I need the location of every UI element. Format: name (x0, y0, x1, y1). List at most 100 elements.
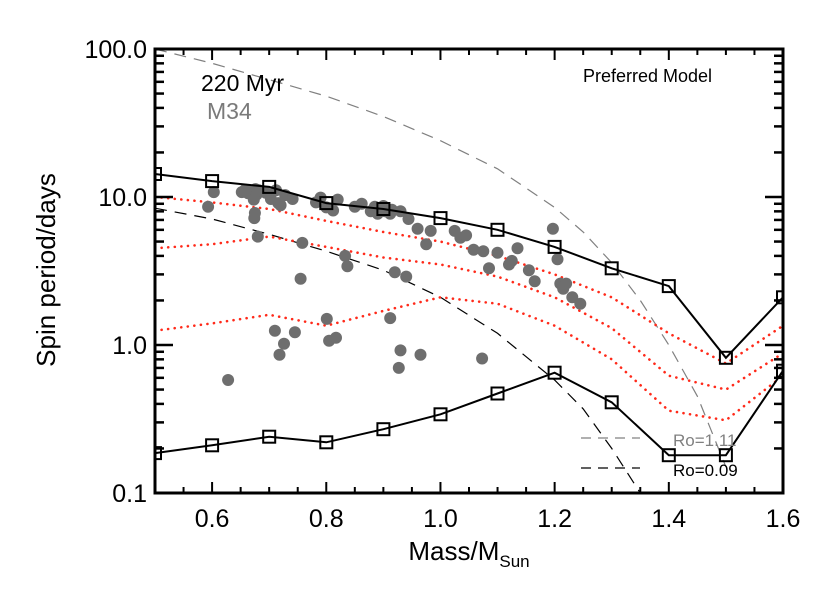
percentile-curve (155, 235, 783, 391)
observed-star-point (247, 193, 260, 206)
observed-star-point (424, 224, 437, 237)
y-tick-label: 0.1 (112, 480, 147, 508)
y-axis-title: Spin period/days (31, 173, 61, 367)
cluster-label: M34 (207, 98, 252, 124)
observed-star-point (560, 277, 573, 290)
observed-star-point (566, 291, 579, 304)
observed-star-point (420, 238, 433, 251)
square-marker (776, 290, 783, 305)
observed-star-point (288, 326, 301, 339)
observed-star-point (248, 207, 261, 219)
square-marker (262, 179, 277, 194)
x-tick-label: 1.0 (423, 505, 458, 533)
square-marker (433, 211, 448, 226)
square-marker (661, 448, 676, 463)
x-tick-label: 1.6 (766, 505, 801, 533)
legend-ro009-label: Ro=0.09 (673, 461, 738, 480)
observed-star-point (522, 264, 535, 277)
observed-star-point (491, 246, 504, 259)
square-marker (205, 174, 220, 189)
observed-star-point (483, 262, 495, 275)
model-envelope-line (155, 173, 783, 360)
x-tick-label: 1.2 (537, 505, 572, 533)
observed-star-point (388, 266, 401, 279)
square-marker (433, 407, 448, 422)
observed-star-point (414, 348, 427, 361)
observed-star-point (400, 270, 413, 283)
observed-star-point (268, 324, 281, 337)
observed-points (202, 183, 587, 386)
square-marker (155, 167, 162, 181)
legend: Ro=1.11 Ro=0.09 (581, 431, 738, 480)
square-marker (376, 202, 391, 216)
x-axis-title-sub: Sun (499, 552, 529, 571)
ro-111-curve (155, 49, 727, 468)
plot-layers (155, 49, 783, 493)
y-tick-label: 100.0 (84, 36, 147, 64)
square-marker (547, 239, 562, 254)
x-axis-title-main: Mass/M (408, 536, 499, 566)
observed-star-point (331, 193, 344, 206)
observed-star-point (251, 230, 264, 243)
x-tick-label: 0.6 (195, 505, 230, 533)
observed-star-point (402, 213, 415, 225)
observed-star-point (294, 272, 307, 285)
observed-star-point (511, 242, 524, 255)
square-marker (155, 446, 162, 461)
y-tick-label: 10.0 (98, 184, 147, 212)
observed-star-point (330, 331, 342, 344)
observed-star-point (296, 236, 309, 249)
observed-star-point (384, 312, 397, 325)
square-marker (490, 386, 505, 401)
observed-star-point (320, 312, 333, 325)
observed-star-point (202, 200, 215, 213)
square-marker (376, 422, 391, 437)
square-marker (604, 395, 619, 410)
observed-star-point (278, 337, 290, 350)
percentile-curve (155, 295, 783, 422)
square-marker (776, 363, 783, 378)
square-marker (319, 196, 334, 211)
age-label: 220 Myr (201, 70, 284, 96)
observed-star-point (394, 344, 407, 357)
observed-star-point (528, 275, 541, 288)
x-tick-label: 1.4 (651, 505, 686, 533)
square-marker (319, 435, 334, 450)
observed-star-point (411, 222, 424, 235)
observed-star-point (551, 253, 564, 266)
observed-star-point (274, 199, 287, 212)
observed-star-point (273, 348, 286, 361)
legend-ro111-label: Ro=1.11 (673, 431, 736, 450)
x-axis-title: Mass/MSun (408, 536, 529, 571)
square-marker (604, 261, 619, 276)
observed-star-point (341, 260, 354, 273)
square-marker (718, 448, 733, 463)
model-envelope-lines (155, 167, 783, 463)
observed-star-point (339, 249, 352, 262)
observed-star-point (505, 254, 518, 267)
observed-star-point (477, 245, 490, 258)
square-marker (661, 279, 676, 294)
square-marker (205, 438, 220, 453)
square-marker (547, 365, 562, 380)
observed-star-point (392, 361, 405, 374)
observed-star-point (207, 186, 220, 199)
axes: 0.6 0.8 1.0 1.2 1.4 1.6 0.1 1.0 10.0 100.0 (84, 36, 800, 533)
observed-star-point (467, 243, 480, 256)
model-envelope-line (155, 370, 783, 457)
observed-star-point (574, 297, 587, 310)
square-marker (718, 350, 733, 365)
observed-star-point (222, 374, 235, 386)
observed-star-point (460, 229, 473, 242)
square-marker (490, 222, 505, 237)
observed-star-point (476, 352, 489, 365)
y-tick-label: 1.0 (112, 332, 147, 360)
model-title: Preferred Model (583, 66, 712, 86)
observed-star-point (327, 204, 340, 217)
x-tick-label: 0.8 (309, 505, 344, 533)
percentile-curve (155, 195, 783, 366)
observed-star-point (286, 193, 299, 205)
square-marker (262, 429, 277, 444)
observed-star-point (546, 222, 559, 235)
